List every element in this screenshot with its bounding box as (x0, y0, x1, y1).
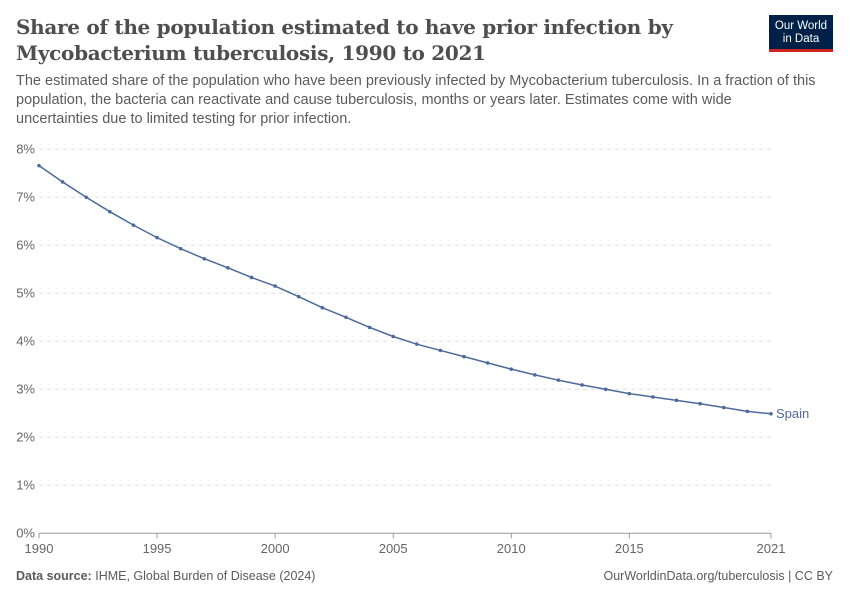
source-label: Data source: (16, 569, 92, 583)
series-line-spain (38, 165, 772, 415)
data-point (226, 266, 230, 270)
series-label: Spain (776, 406, 809, 421)
x-tick-label: 2015 (615, 541, 644, 556)
data-point (344, 315, 348, 320)
data-point (721, 405, 726, 410)
y-tick-label: 4% (16, 333, 35, 348)
y-tick-label: 7% (16, 189, 35, 204)
y-tick-label: 1% (16, 477, 35, 492)
data-point (202, 256, 207, 261)
license-link[interactable]: OurWorldinData.org/tuberculosis | CC BY (603, 569, 834, 583)
y-tick-label: 3% (16, 381, 35, 396)
data-point (249, 275, 254, 280)
logo-line-1: Our World (774, 20, 828, 32)
data-point (320, 305, 325, 310)
data-point (84, 195, 89, 200)
y-tick-label: 5% (16, 285, 35, 300)
data-point (131, 223, 136, 227)
chart-subtitle: The estimated share of the population wh… (16, 73, 816, 127)
data-point (438, 348, 443, 353)
data-point (155, 235, 159, 240)
owid-logo[interactable]: Our World in Data (769, 15, 833, 52)
x-tick-label: 1995 (143, 541, 172, 556)
data-point (698, 401, 702, 406)
data-point (651, 395, 655, 399)
y-tick-label: 2% (16, 429, 35, 444)
data-point (367, 325, 372, 330)
data-point (580, 383, 584, 387)
data-point (674, 398, 679, 403)
x-tick-label: 2000 (261, 541, 290, 556)
data-point (462, 354, 466, 359)
data-point (296, 294, 301, 299)
y-tick-label: 0% (16, 525, 35, 540)
y-tick-label: 8% (16, 141, 35, 156)
data-point (108, 209, 112, 214)
data-source: Data source: IHME, Global Burden of Dise… (16, 569, 315, 583)
data-point (273, 284, 277, 288)
data-point (627, 391, 632, 396)
data-point (60, 180, 65, 184)
data-point (769, 411, 773, 416)
y-tick-label: 6% (16, 237, 35, 252)
data-point (509, 367, 514, 371)
data-point (485, 361, 490, 365)
data-point (745, 409, 750, 414)
x-tick-label: 1990 (25, 541, 54, 556)
chart-title: Share of the population estimated to hav… (16, 15, 673, 65)
data-point (391, 334, 395, 339)
data-point (533, 373, 537, 377)
source-link[interactable]: IHME, Global Burden of Disease (2024) (95, 569, 316, 583)
data-point (603, 387, 608, 392)
x-tick-label: 2010 (497, 541, 526, 556)
data-point (178, 246, 183, 251)
x-tick-label: 2005 (379, 541, 408, 556)
logo-line-2: in Data (782, 33, 820, 45)
data-point (37, 163, 41, 168)
data-point (556, 378, 561, 382)
data-point (415, 342, 419, 346)
x-tick-label: 2021 (757, 541, 786, 556)
